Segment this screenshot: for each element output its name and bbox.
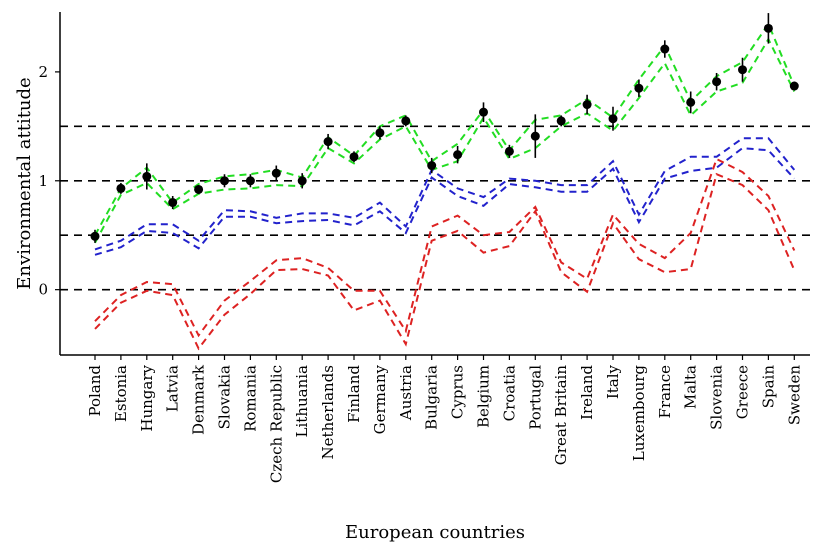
- points-layer: [90, 13, 799, 243]
- data-point: [789, 81, 799, 91]
- x-tick-label: Bulgaria: [423, 365, 441, 430]
- data-point: [401, 116, 411, 126]
- y-tick-label: 0: [38, 281, 48, 299]
- data-point: [245, 176, 255, 186]
- x-tick-label: Denmark: [190, 364, 208, 435]
- x-tick-label: Czech Republic: [267, 365, 285, 483]
- x-tick-label: Ireland: [578, 365, 596, 420]
- x-tick-label: Greece: [734, 365, 752, 419]
- x-ticks: Poland Estonia Hungary Latvia Denmark Slovaki…: [86, 355, 803, 483]
- x-tick-label: Germany: [371, 364, 389, 434]
- data-point: [479, 107, 488, 117]
- data-point: [349, 152, 359, 162]
- series-line: [94, 147, 796, 256]
- x-tick-label: Italy: [604, 364, 622, 399]
- x-tick-label: Netherlands: [319, 365, 337, 459]
- data-point: [660, 44, 670, 54]
- x-tick-label: Estonia: [112, 365, 130, 422]
- x-tick-label: Croatia: [500, 365, 518, 421]
- data-point: [323, 137, 333, 147]
- x-tick-label: Austria: [397, 365, 415, 421]
- y-tick-label: 2: [38, 63, 48, 81]
- x-tick-label: Portugal: [526, 365, 544, 430]
- series-line: [94, 21, 796, 236]
- x-tick-label: France: [656, 365, 674, 419]
- x-tick-label: Cyprus: [449, 365, 467, 419]
- data-point: [116, 183, 126, 193]
- x-tick-label: Great Britain: [552, 365, 570, 466]
- series-line: [94, 137, 796, 251]
- y-axis-title: Environmental attitude: [14, 77, 35, 289]
- x-tick-label: Finland: [345, 365, 363, 423]
- data-point: [738, 65, 747, 75]
- data-point: [375, 128, 385, 138]
- x-tick-label: Lithuania: [293, 365, 311, 438]
- x-tick-label: Slovenia: [708, 365, 726, 430]
- x-tick-label: Hungary: [138, 364, 156, 431]
- x-tick-label: Spain: [759, 365, 777, 409]
- series-line: [94, 37, 796, 244]
- x-tick-label: Poland: [86, 365, 104, 417]
- series-layer: [94, 21, 796, 351]
- x-tick-label: Slovakia: [216, 365, 234, 429]
- data-point: [504, 146, 514, 156]
- series-line: [94, 172, 796, 351]
- data-point: [530, 131, 540, 141]
- data-point: [90, 231, 100, 241]
- x-tick-label: Belgium: [475, 365, 493, 428]
- x-tick-label: Romania: [241, 365, 259, 432]
- data-point: [582, 100, 592, 110]
- data-point: [194, 184, 204, 194]
- data-point: [686, 97, 696, 107]
- data-point: [712, 77, 722, 87]
- data-point: [297, 176, 307, 186]
- x-tick-label: Sweden: [785, 365, 803, 425]
- x-tick-label: Malta: [682, 365, 700, 409]
- y-ticks: 0 1 2: [38, 63, 60, 299]
- series-line: [94, 157, 796, 338]
- data-point: [763, 23, 773, 33]
- data-point: [453, 150, 463, 160]
- data-point: [556, 116, 566, 126]
- data-point: [220, 176, 229, 186]
- y-tick-label: 1: [38, 172, 48, 190]
- data-point: [142, 171, 152, 181]
- x-tick-label: Latvia: [164, 365, 182, 412]
- data-point: [634, 83, 644, 93]
- x-tick-label: Luxembourg: [630, 365, 648, 462]
- data-point: [271, 168, 281, 178]
- data-point: [427, 161, 437, 171]
- data-point: [608, 114, 618, 124]
- x-axis-title: European countries: [345, 522, 525, 543]
- data-point: [168, 198, 178, 208]
